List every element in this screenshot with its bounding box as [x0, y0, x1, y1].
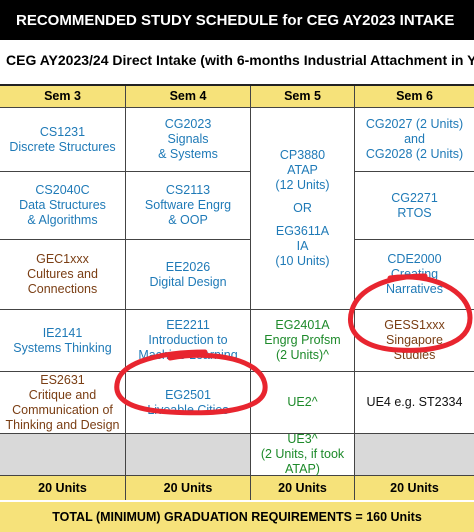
schedule-table: Sem 3 Sem 4 Sem 5 Sem 6 CS1231 Discrete S…: [0, 84, 474, 500]
header-sem-6: Sem 6: [355, 86, 474, 108]
units-sem-3: 20 Units: [0, 476, 126, 500]
units-sem-4: 20 Units: [126, 476, 251, 500]
module-ue2: UE2^: [251, 372, 355, 434]
module-eg2401a: EG2401A Engrg Profsm (2 Units)^: [251, 310, 355, 372]
module-ee2026: EE2026 Digital Design: [126, 240, 251, 310]
header-sem-4: Sem 4: [126, 86, 251, 108]
module-cde2000: CDE2000 Creating Narratives: [355, 240, 474, 310]
module-cs2040c: CS2040C Data Structures & Algorithms: [0, 172, 126, 240]
graduation-total: TOTAL (MINIMUM) GRADUATION REQUIREMENTS …: [0, 502, 474, 532]
module-cg2023: CG2023 Signals & Systems: [126, 108, 251, 172]
schedule-banner: RECOMMENDED STUDY SCHEDULE for CEG AY202…: [0, 0, 474, 40]
module-cg2271: CG2271 RTOS: [355, 172, 474, 240]
units-sem-5: 20 Units: [251, 476, 355, 500]
header-sem-3: Sem 3: [0, 86, 126, 108]
module-eg2501: EG2501 Liveable Cities: [126, 372, 251, 434]
units-sem-6: 20 Units: [355, 476, 474, 500]
module-cs1231: CS1231 Discrete Structures: [0, 108, 126, 172]
module-cp3880-or-eg3611a: CP3880 ATAP (12 Units) OR EG3611A IA (10 Uni…: [251, 108, 355, 310]
empty-slot: [355, 434, 474, 476]
module-gec1xxx: GEC1xxx Cultures and Connections: [0, 240, 126, 310]
module-cs2113: CS2113 Software Engrg & OOP: [126, 172, 251, 240]
module-es2631: ES2631 Critique and Communication of Thinki…: [0, 372, 126, 434]
intake-subtitle: CEG AY2023/24 Direct Intake (with 6-mont…: [6, 52, 474, 68]
empty-slot: [126, 434, 251, 476]
module-ee2211: EE2211 Introduction to Machine Learning: [126, 310, 251, 372]
module-gess1xxx: GESS1xxx Singapore Studies: [355, 310, 474, 372]
module-ue3: UE3^ (2 Units, if took ATAP): [251, 432, 355, 476]
module-ie2141: IE2141 Systems Thinking: [0, 310, 126, 372]
module-cg2027-cg2028: CG2027 (2 Units) and CG2028 (2 Units): [355, 108, 474, 172]
header-sem-5: Sem 5: [251, 86, 355, 108]
empty-slot: [0, 434, 126, 476]
module-ue4: UE4 e.g. ST2334: [355, 372, 474, 434]
